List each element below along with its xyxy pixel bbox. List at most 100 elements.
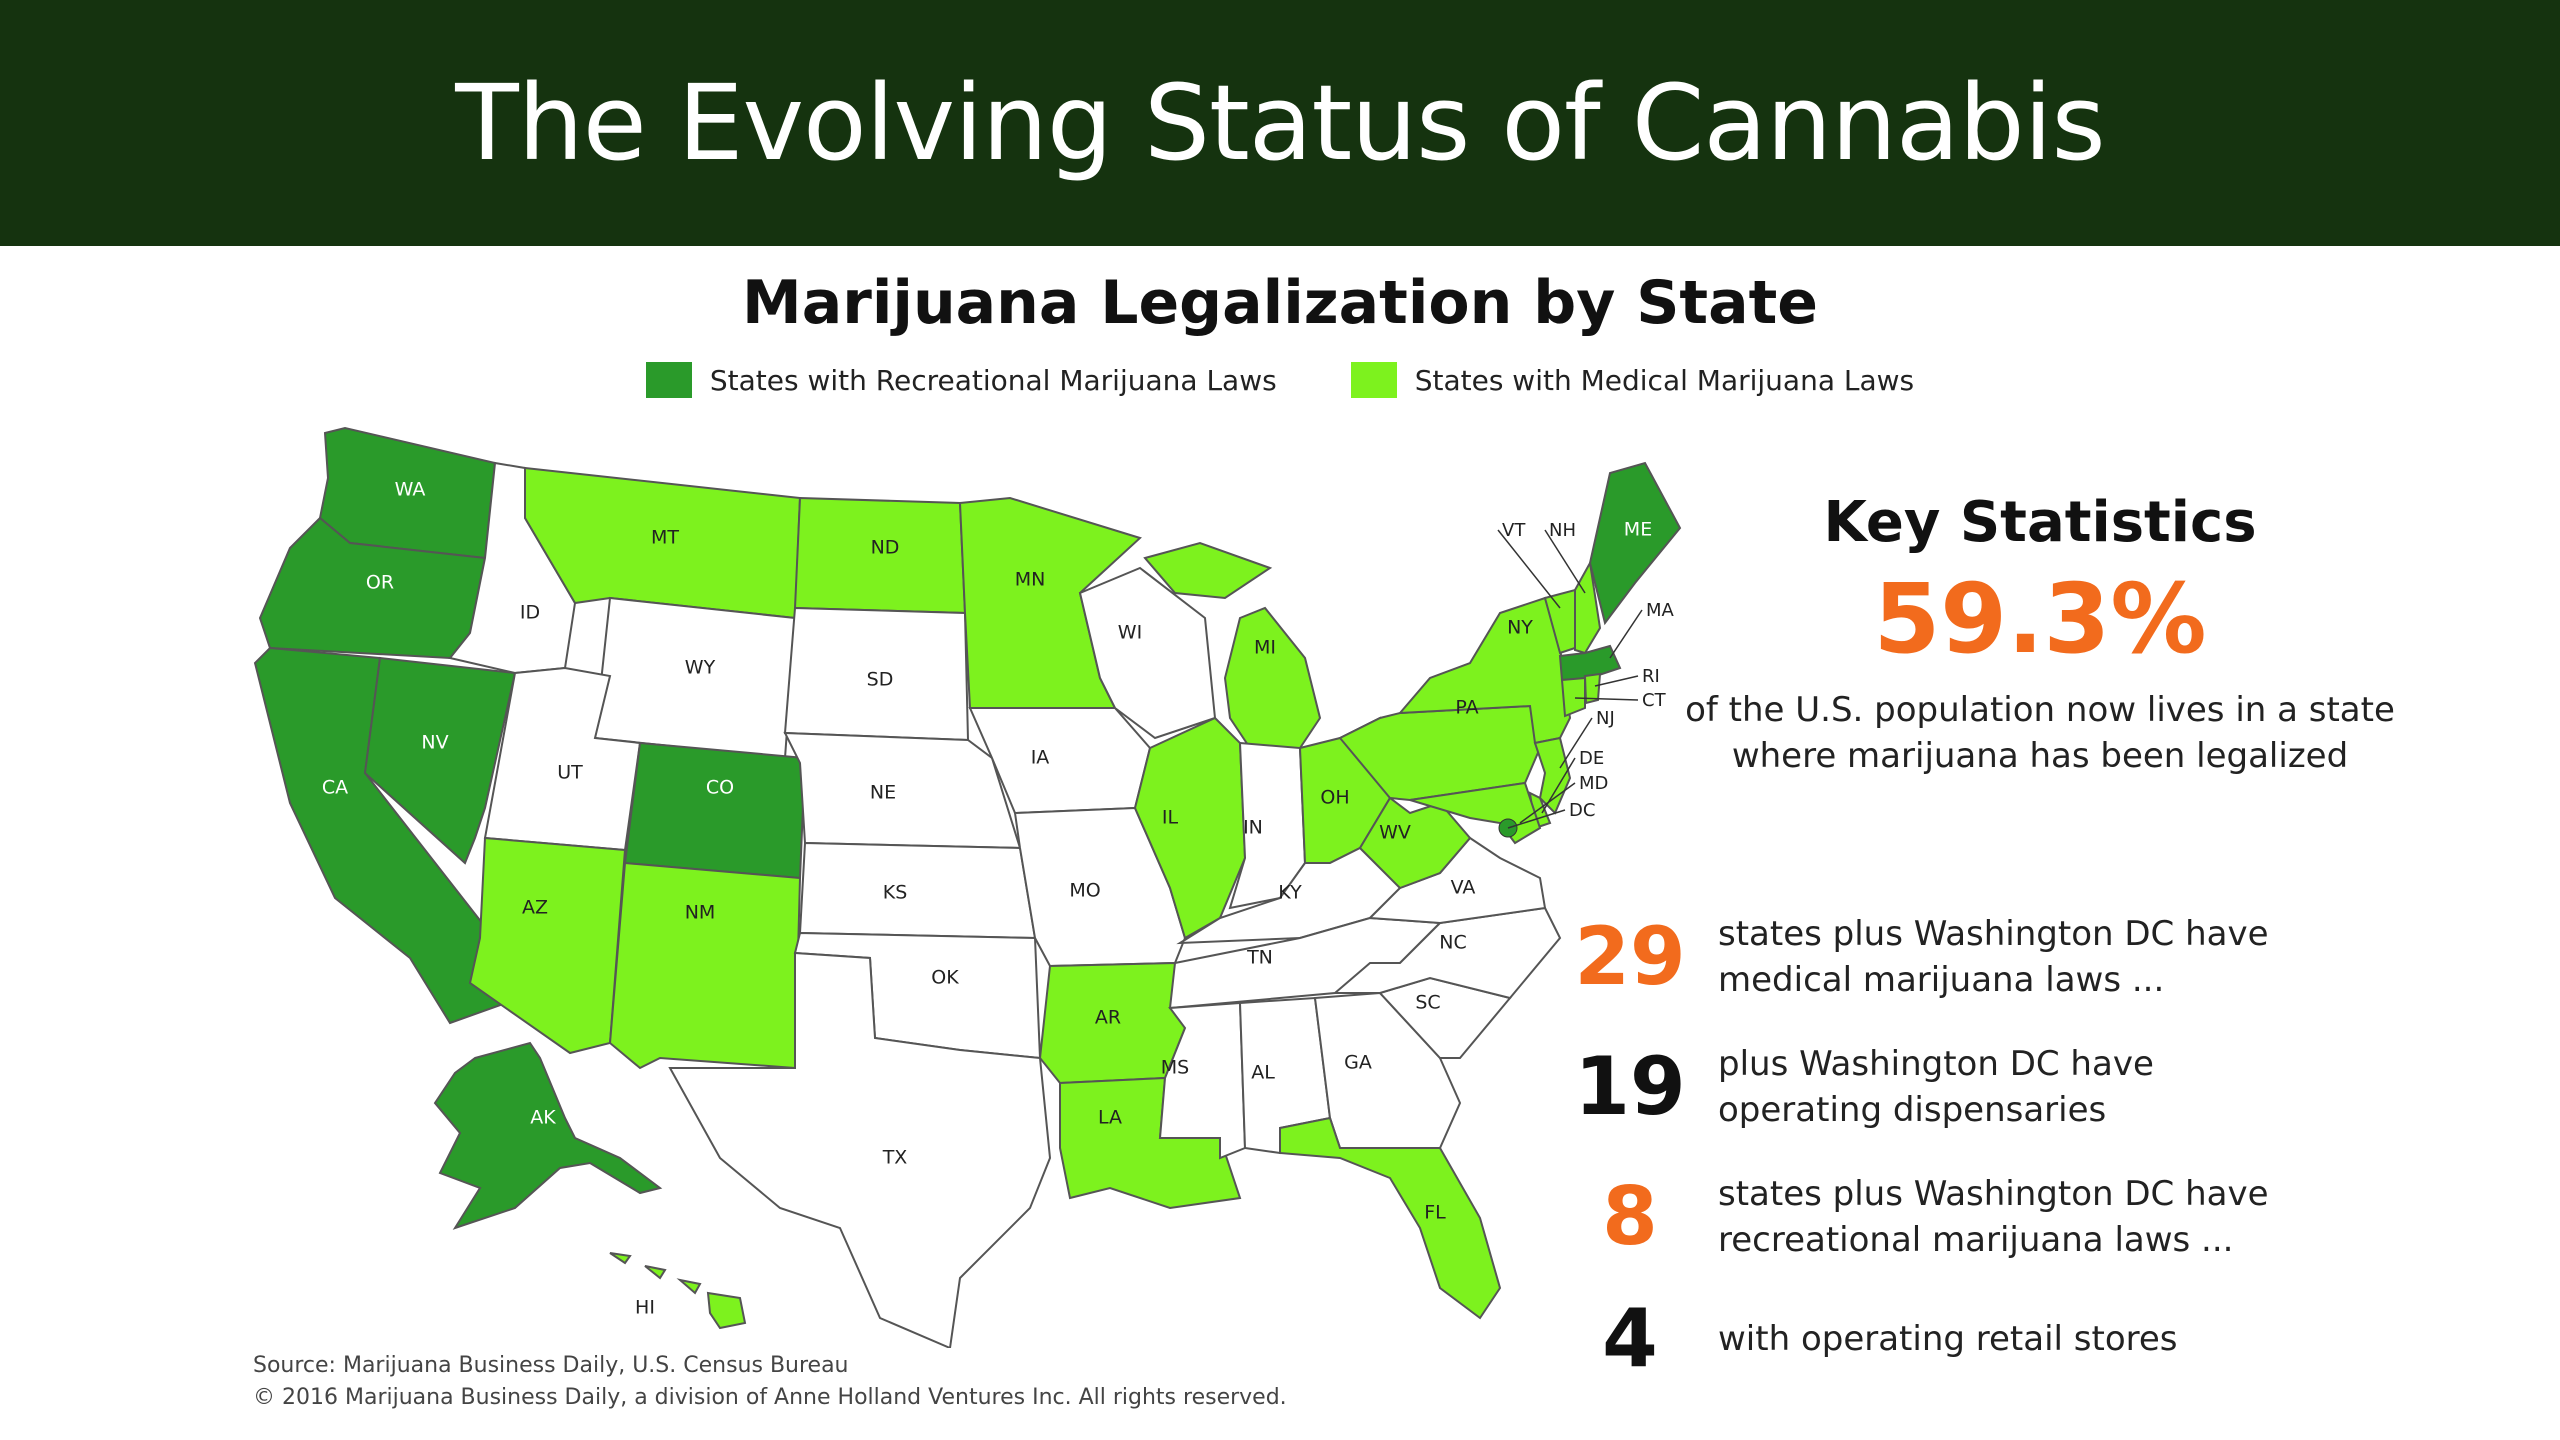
state-label-mt: MT — [651, 527, 679, 549]
state-label-ga: GA — [1344, 1052, 1372, 1074]
state-wi — [1078, 566, 1217, 740]
state-label-me: ME — [1624, 519, 1652, 541]
state-label-il: IL — [1162, 807, 1179, 829]
state-label-wa: WA — [395, 479, 426, 501]
state-ak — [433, 1041, 663, 1230]
state-ri — [1583, 672, 1602, 705]
state-label-dc: DC — [1569, 800, 1595, 821]
state-label-vt: VT — [1502, 520, 1526, 541]
state-label-va: VA — [1451, 877, 1476, 899]
source-note: Source: Marijuana Business Daily, U.S. C… — [253, 1350, 1287, 1414]
legend-swatch-recreational — [645, 362, 692, 398]
state-label-mn: MN — [1015, 569, 1046, 591]
state-label-az: AZ — [522, 897, 548, 919]
state-label-wy: WY — [685, 657, 716, 679]
state-label-ri: RI — [1642, 666, 1660, 687]
state-me — [1588, 461, 1682, 626]
state-nm — [608, 861, 802, 1070]
state-label-in: IN — [1243, 817, 1263, 839]
state-ks — [798, 841, 1037, 940]
state-label-ks: KS — [883, 882, 908, 904]
us-map-svg: WA OR CA NV ID MT WY UT CO AZ NM ND SD NE KS OK TX MN IA MO… — [253, 426, 1682, 1350]
headline-percentage: 59.3% — [1873, 563, 2207, 675]
state-label-ny: NY — [1507, 617, 1533, 639]
state-label-ia: IA — [1031, 747, 1050, 769]
slide-header: The Evolving Status of Cannabis — [0, 0, 2560, 246]
state-label-wv: WV — [1379, 822, 1411, 844]
state-nh — [1574, 559, 1602, 655]
state-label-ca: CA — [322, 777, 348, 799]
state-label-sc: SC — [1415, 992, 1440, 1014]
callout-line-ct — [1574, 697, 1639, 701]
state-label-wi: WI — [1118, 622, 1142, 644]
copyright-line: © 2016 Marijuana Business Daily, a divis… — [253, 1385, 1287, 1410]
state-fl — [1279, 1116, 1502, 1320]
state-hi — [609, 1252, 747, 1330]
state-label-co: CO — [706, 777, 734, 799]
state-label-ky: KY — [1278, 882, 1302, 904]
state-label-ut: UT — [557, 762, 583, 784]
state-co — [623, 741, 807, 880]
callout-line-dc — [1507, 809, 1566, 829]
state-ct — [1560, 676, 1586, 718]
callout-line-nj — [1559, 717, 1593, 769]
stat-text: with operating retail stores — [1718, 1318, 2178, 1359]
state-label-ma: MA — [1646, 600, 1675, 621]
legend-label-medical: States with Medical Marijuana Laws — [1414, 363, 1915, 397]
state-az — [468, 836, 627, 1055]
key-statistics-title: Key Statistics — [1823, 490, 2257, 555]
state-label-ok: OK — [931, 967, 959, 989]
state-label-or: OR — [366, 572, 394, 594]
state-label-nj: NJ — [1596, 708, 1615, 729]
state-label-tx: TX — [882, 1147, 908, 1169]
state-label-nv: NV — [421, 732, 448, 754]
state-label-fl: FL — [1424, 1202, 1446, 1224]
stat-row: 8 states plus Washington DC have recreat… — [1560, 1170, 2460, 1263]
callout-line-vt — [1497, 529, 1561, 609]
state-label-de: DE — [1579, 748, 1604, 769]
state-label-la: LA — [1098, 1107, 1122, 1129]
stat-row: 19 plus Washington DC have operating dis… — [1560, 1040, 2460, 1133]
headline-description: of the U.S. population now lives in a st… — [1685, 690, 2395, 776]
state-label-nm: NM — [685, 902, 716, 924]
stat-text: states plus Washington DC have medical m… — [1718, 913, 2269, 1000]
stat-row: 29 states plus Washington DC have medica… — [1560, 910, 2460, 1003]
key-statistics: Key Statistics 59.3% of the U.S. populat… — [1660, 490, 2480, 779]
state-label-ct: CT — [1642, 690, 1667, 711]
state-label-ms: MS — [1161, 1057, 1189, 1079]
stat-text: states plus Washington DC have recreatio… — [1718, 1173, 2269, 1260]
state-label-nd: ND — [871, 537, 900, 559]
state-label-al: AL — [1251, 1062, 1275, 1084]
state-label-mi: MI — [1254, 637, 1276, 659]
source-line: Source: Marijuana Business Daily, U.S. C… — [253, 1353, 849, 1378]
state-label-id: ID — [520, 602, 540, 624]
state-label-tn: TN — [1246, 947, 1273, 969]
callout-line-md — [1519, 782, 1576, 824]
slide-title: The Evolving Status of Cannabis — [455, 62, 2105, 184]
state-label-ar: AR — [1095, 1007, 1121, 1029]
us-map: WA OR CA NV ID MT WY UT CO AZ NM ND SD NE KS OK TX MN IA MO… — [240, 418, 1760, 1350]
state-ne — [783, 731, 1022, 850]
state-label-hi: HI — [635, 1297, 655, 1319]
stat-row: 4 with operating retail stores — [1560, 1292, 2460, 1385]
stat-number: 19 — [1574, 1040, 1686, 1133]
state-label-pa: PA — [1455, 697, 1478, 719]
stat-number: 4 — [1602, 1292, 1658, 1385]
state-tx — [668, 951, 1052, 1350]
state-wv — [1358, 796, 1472, 890]
state-label-ak: AK — [530, 1107, 556, 1129]
stat-number: 29 — [1574, 910, 1686, 1003]
legend-label-recreational: States with Recreational Marijuana Laws — [709, 363, 1277, 397]
legend-item-recreational: States with Recreational Marijuana Laws — [645, 362, 1277, 398]
infographic-title: Marijuana Legalization by State — [742, 268, 1818, 338]
state-label-md: MD — [1579, 773, 1608, 794]
legend-item-medical: States with Medical Marijuana Laws — [1350, 362, 1915, 398]
stat-number: 8 — [1602, 1170, 1658, 1263]
state-label-sd: SD — [867, 669, 894, 691]
stat-text: plus Washington DC have operating dispen… — [1718, 1043, 2154, 1130]
legend-swatch-medical — [1350, 362, 1397, 398]
state-label-nh: NH — [1549, 520, 1576, 541]
callout-line-ma — [1609, 609, 1643, 659]
callout-line-ri — [1594, 675, 1639, 687]
map-legend: States with Recreational Marijuana Laws … — [0, 362, 2560, 398]
